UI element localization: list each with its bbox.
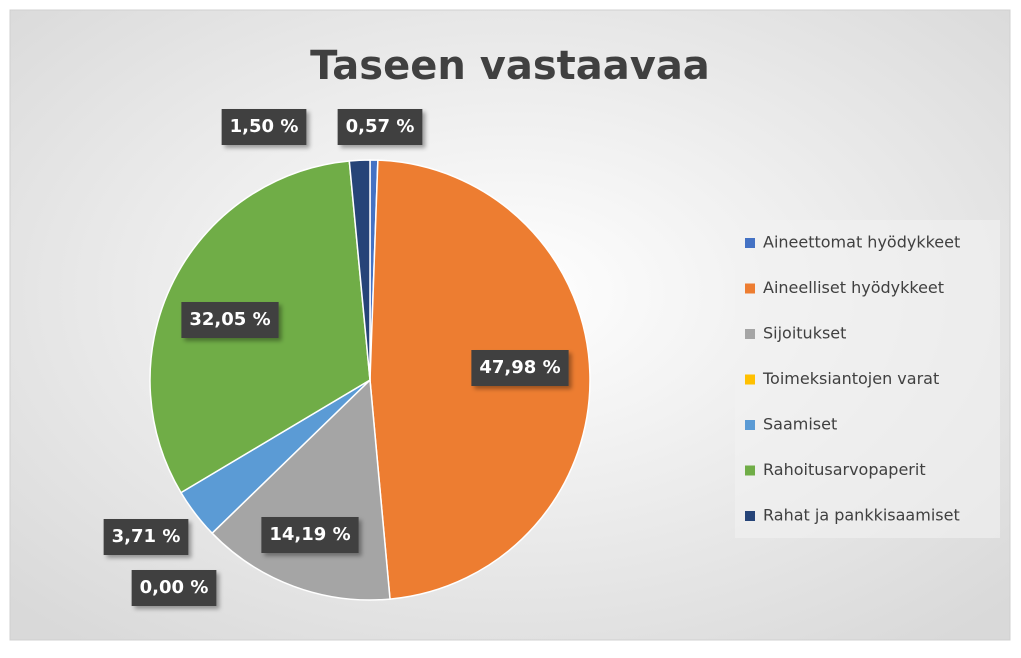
legend-swatch xyxy=(745,465,755,476)
data-label: 0,57 % xyxy=(346,116,415,137)
legend-label: Sijoitukset xyxy=(763,324,846,343)
data-label-box xyxy=(181,302,279,338)
legend-label: Rahoitusarvopaperit xyxy=(763,460,926,479)
data-label: 14,19 % xyxy=(269,524,350,545)
data-label: 0,00 % xyxy=(140,577,209,598)
data-label-box xyxy=(471,350,569,386)
legend-label: Aineettomat hyödykkeet xyxy=(763,233,960,252)
legend-label: Aineelliset hyödykkeet xyxy=(763,278,944,297)
data-label-box xyxy=(131,570,217,606)
data-label: 47,98 % xyxy=(479,357,560,378)
data-label-box xyxy=(337,109,423,145)
data-label: 32,05 % xyxy=(189,309,270,330)
legend-swatch xyxy=(745,283,755,294)
pie-slice xyxy=(348,159,371,381)
data-label-box xyxy=(261,517,359,553)
legend-swatch xyxy=(745,238,755,248)
legend-label: Saamiset xyxy=(763,415,837,434)
data-label-box xyxy=(221,109,307,145)
legend-swatch xyxy=(745,329,755,339)
data-label-box xyxy=(103,519,189,555)
legend-swatch xyxy=(745,511,755,521)
legend-box xyxy=(735,220,1000,538)
legend-label: Toimeksiantojen varat xyxy=(762,369,939,388)
legend-label: Rahat ja pankkisaamiset xyxy=(763,506,960,525)
data-label: 3,71 % xyxy=(112,526,181,547)
legend-swatch xyxy=(745,420,755,430)
chart-title: Taseen vastaavaa xyxy=(310,43,710,89)
data-label: 1,50 % xyxy=(230,116,299,137)
legend-swatch xyxy=(745,374,755,385)
